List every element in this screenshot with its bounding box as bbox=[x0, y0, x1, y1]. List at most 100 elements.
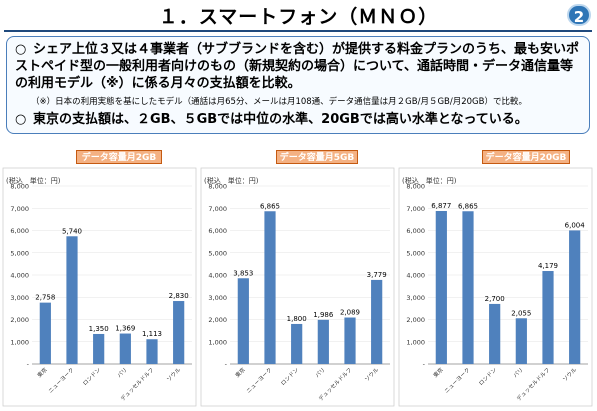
y-tick-label: 2,000 bbox=[208, 316, 227, 324]
bar bbox=[66, 236, 78, 364]
bar bbox=[344, 317, 356, 364]
y-tick-label: 1,000 bbox=[406, 338, 425, 346]
y-tick-label: 5,000 bbox=[208, 249, 227, 257]
x-tick-label: パリ bbox=[116, 366, 129, 379]
bar-value-label: 6,877 bbox=[431, 202, 451, 210]
summary-note: （※）日本の利用実態を基にしたモデル（通話は月65分、メールは月108通、データ… bbox=[31, 97, 527, 107]
title-underline bbox=[4, 30, 592, 32]
y-tick-label: 3,000 bbox=[10, 294, 29, 302]
y-tick-label: 4,000 bbox=[208, 272, 227, 280]
x-tick-label: ニューヨーク bbox=[47, 366, 75, 394]
bar bbox=[237, 278, 249, 364]
y-tick-label: 8,000 bbox=[10, 183, 29, 191]
y-tick-label: - bbox=[225, 361, 228, 369]
x-tick-label: ロンドン bbox=[478, 367, 498, 387]
x-tick-label: ソウル bbox=[561, 365, 579, 383]
x-tick-label: ニューヨーク bbox=[245, 366, 273, 394]
bar bbox=[462, 211, 474, 364]
bar-value-label: 1,113 bbox=[142, 330, 162, 338]
y-tick-label: 4,000 bbox=[10, 272, 29, 280]
y-tick-label: 8,000 bbox=[406, 183, 425, 191]
bar bbox=[317, 319, 329, 364]
x-tick-label: パリ bbox=[314, 366, 327, 379]
bar-value-label: 1,986 bbox=[313, 311, 334, 319]
chart-5gb: データ容量月5GB (税込 単位：円) - 1,000 2,000 3,000 4,00… bbox=[200, 150, 396, 408]
chart-svg: - 1,000 2,000 3,000 4,000 5,000 6,000 7,000 8,00… bbox=[2, 167, 197, 407]
bar-value-label: 2,055 bbox=[511, 309, 531, 317]
chart-title: データ容量月5GB bbox=[276, 150, 358, 164]
bar-value-label: 2,089 bbox=[340, 309, 360, 317]
bar bbox=[173, 301, 185, 364]
chart-title: データ容量月2GB bbox=[76, 150, 162, 164]
chart-frame bbox=[398, 167, 593, 407]
bar bbox=[542, 271, 554, 364]
page-number-badge: 2 bbox=[567, 4, 591, 26]
y-tick-label: 3,000 bbox=[406, 294, 425, 302]
bar bbox=[435, 210, 447, 364]
bar bbox=[291, 323, 303, 364]
bar bbox=[93, 333, 105, 364]
y-tick-label: 7,000 bbox=[406, 205, 425, 213]
y-tick-label: - bbox=[27, 361, 30, 369]
y-tick-label: 7,000 bbox=[208, 205, 227, 213]
page-title: １．スマートフォン（ＭＮＯ） bbox=[158, 6, 439, 28]
chart-2gb: データ容量月2GB (税込 単位：円) - 1,000 2,000 3,000 4,00… bbox=[2, 150, 198, 408]
title-bar: １．スマートフォン（ＭＮＯ） 2 bbox=[0, 0, 597, 28]
bar bbox=[515, 318, 527, 364]
bar-value-label: 2,700 bbox=[485, 295, 505, 303]
x-tick-label: ソウル bbox=[165, 365, 183, 383]
bar bbox=[371, 279, 383, 364]
bullet-1-text: シェア上位３又は４事業者（サブブランドを含む）が提供する料金プランのうち、最も安… bbox=[15, 42, 580, 91]
bar bbox=[569, 230, 581, 364]
summary-box: ○ シェア上位３又は４事業者（サブブランドを含む）が提供する料金プランのうち、最も… bbox=[6, 36, 590, 134]
bar-value-label: 3,779 bbox=[367, 271, 387, 279]
chart-frame bbox=[200, 167, 395, 407]
unit-label: (税込 単位：円) bbox=[6, 177, 61, 185]
y-tick-label: 6,000 bbox=[10, 227, 29, 235]
chart-title: データ容量月20GB bbox=[482, 150, 570, 164]
x-tick-label: 東京 bbox=[233, 365, 247, 379]
x-tick-label: ニューヨーク bbox=[443, 366, 471, 394]
y-tick-label: 5,000 bbox=[406, 249, 425, 257]
bar-value-label: 2,758 bbox=[35, 294, 55, 302]
chart-frame bbox=[2, 167, 197, 407]
y-tick-label: 1,000 bbox=[208, 338, 227, 346]
bar-value-label: 6,865 bbox=[458, 202, 478, 210]
bar-value-label: 1,369 bbox=[115, 325, 135, 333]
y-tick-label: 3,000 bbox=[208, 294, 227, 302]
chart-20gb: データ容量月20GB (税込 単位：円) - 1,000 2,000 3,000 4,0… bbox=[398, 150, 594, 408]
bar-value-label: 1,350 bbox=[89, 325, 109, 333]
bar-value-label: 1,800 bbox=[287, 315, 307, 323]
x-tick-label: ソウル bbox=[363, 365, 381, 383]
y-tick-label: 5,000 bbox=[10, 249, 29, 257]
bar-value-label: 6,865 bbox=[260, 202, 280, 210]
y-tick-label: 2,000 bbox=[10, 316, 29, 324]
bullet-2-text: 東京の支払額は、２GB、５GBでは中位の水準、20GBでは高い水準となっている。 bbox=[33, 112, 528, 127]
bullet-1-mark: ○ bbox=[15, 42, 27, 57]
y-tick-label: 7,000 bbox=[10, 205, 29, 213]
y-tick-label: 4,000 bbox=[406, 272, 425, 280]
bar-value-label: 5,740 bbox=[62, 227, 82, 235]
summary-bullet-2: ○ 東京の支払額は、２GB、５GBでは中位の水準、20GBでは高い水準となっている… bbox=[15, 111, 581, 128]
bar-value-label: 3,853 bbox=[233, 269, 253, 277]
y-tick-label: 6,000 bbox=[406, 227, 425, 235]
y-tick-label: 1,000 bbox=[10, 338, 29, 346]
x-tick-label: ロンドン bbox=[280, 367, 300, 387]
summary-bullet-1: ○ シェア上位３又は４事業者（サブブランドを含む）が提供する料金プランのうち、最も… bbox=[15, 41, 581, 92]
x-tick-label: 東京 bbox=[35, 365, 49, 379]
bar bbox=[119, 333, 131, 364]
x-tick-label: パリ bbox=[512, 366, 525, 379]
y-tick-label: 8,000 bbox=[208, 183, 227, 191]
chart-svg: - 1,000 2,000 3,000 4,000 5,000 6,000 7,000 8,00… bbox=[200, 167, 395, 407]
bar-value-label: 2,830 bbox=[169, 292, 189, 300]
x-tick-label: ロンドン bbox=[82, 367, 102, 387]
y-tick-label: 6,000 bbox=[208, 227, 227, 235]
unit-label: (税込 単位：円) bbox=[204, 177, 259, 185]
y-tick-label: 2,000 bbox=[406, 316, 425, 324]
bar bbox=[489, 303, 501, 364]
y-tick-label: - bbox=[423, 361, 426, 369]
bar bbox=[264, 211, 276, 364]
x-tick-label: 東京 bbox=[431, 365, 445, 379]
unit-label: (税込 単位：円) bbox=[402, 177, 457, 185]
chart-svg: - 1,000 2,000 3,000 4,000 5,000 6,000 7,000 8,00… bbox=[398, 167, 593, 407]
